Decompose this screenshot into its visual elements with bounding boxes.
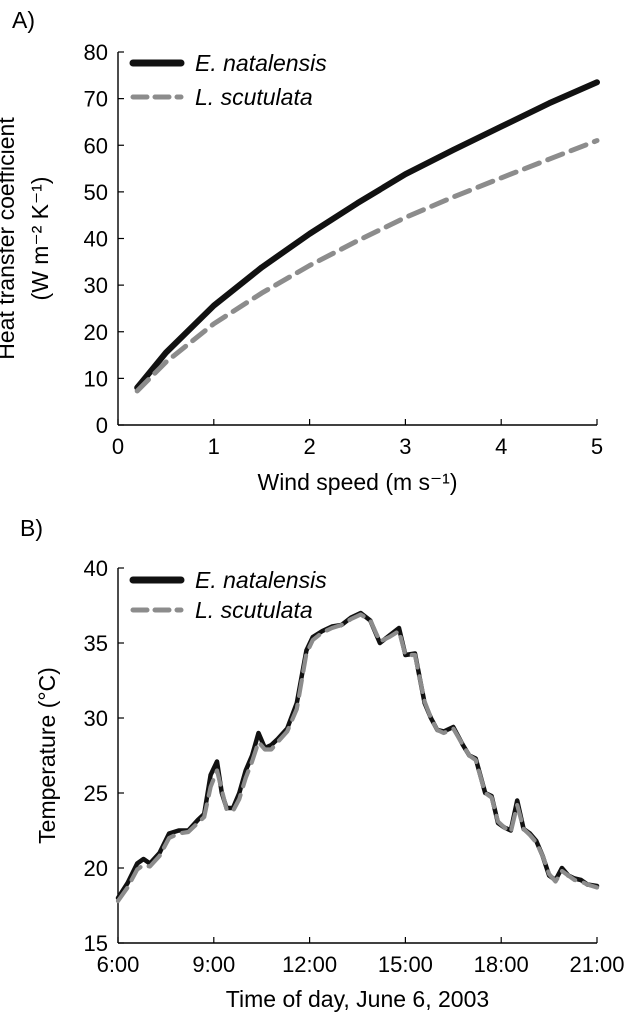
x-tick-label: 18:00 bbox=[474, 952, 529, 977]
y-axis-label: Temperature (°C) bbox=[34, 667, 60, 844]
x-tick-label: 15:00 bbox=[378, 952, 433, 977]
y-tick-label: 0 bbox=[96, 413, 108, 438]
panel-a-label: A) bbox=[12, 7, 35, 33]
y-tick-label: 80 bbox=[84, 40, 108, 65]
legend-label: E. natalensis bbox=[195, 567, 327, 593]
y-tick-label: 10 bbox=[84, 366, 108, 391]
y-tick-label: 30 bbox=[84, 273, 108, 298]
y-tick-label: 30 bbox=[84, 706, 108, 731]
y-tick-label: 20 bbox=[84, 856, 108, 881]
y-tick-label: 70 bbox=[84, 87, 108, 112]
y-tick-label: 40 bbox=[84, 556, 108, 581]
series-line-l-scutulata bbox=[134, 138, 600, 394]
y-tick-label: 35 bbox=[84, 631, 108, 656]
x-tick-label: 0 bbox=[112, 434, 124, 459]
x-tick-label: 9:00 bbox=[192, 952, 235, 977]
y-tick-label: 40 bbox=[84, 227, 108, 252]
x-tick-label: 3 bbox=[399, 434, 411, 459]
x-tick-label: 2 bbox=[303, 434, 315, 459]
y-axis-label: Heat transfer coefficient bbox=[0, 117, 19, 360]
y-tick-label: 20 bbox=[84, 320, 108, 345]
x-tick-label: 6:00 bbox=[97, 952, 140, 977]
x-tick-label: 4 bbox=[495, 434, 507, 459]
x-tick-label: 5 bbox=[591, 434, 603, 459]
series-line-l-scutulata bbox=[115, 612, 600, 904]
x-tick-label: 21:00 bbox=[569, 952, 624, 977]
y-tick-label: 25 bbox=[84, 781, 108, 806]
series-line-e-natalensis bbox=[134, 79, 600, 391]
legend-label: L. scutulata bbox=[195, 84, 313, 110]
y-tick-label: 50 bbox=[84, 180, 108, 205]
y-tick-label: 15 bbox=[84, 931, 108, 956]
series-line-e-natalensis bbox=[115, 610, 600, 901]
legend-label: E. natalensis bbox=[195, 50, 327, 76]
legend-label: L. scutulata bbox=[195, 597, 313, 623]
y-tick-label: 60 bbox=[84, 133, 108, 158]
x-tick-label: 12:00 bbox=[282, 952, 337, 977]
panel-b-label: B) bbox=[20, 515, 43, 541]
x-tick-label: 1 bbox=[208, 434, 220, 459]
panel-b-chart: B) 6:00 9:00 12:00 15:00 18:00 21:00 15 20 25 30 3… bbox=[20, 515, 625, 1012]
x-axis-label: Time of day, June 6, 2003 bbox=[226, 986, 489, 1012]
x-axis-label: Wind speed (m s⁻¹) bbox=[257, 469, 457, 495]
y-axis-label: (W m⁻² K⁻¹) bbox=[27, 177, 53, 301]
